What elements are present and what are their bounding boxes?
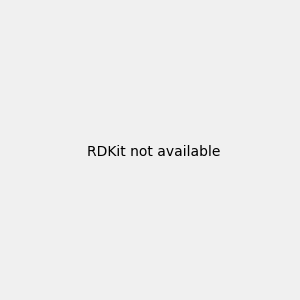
Text: RDKit not available: RDKit not available <box>87 145 220 158</box>
